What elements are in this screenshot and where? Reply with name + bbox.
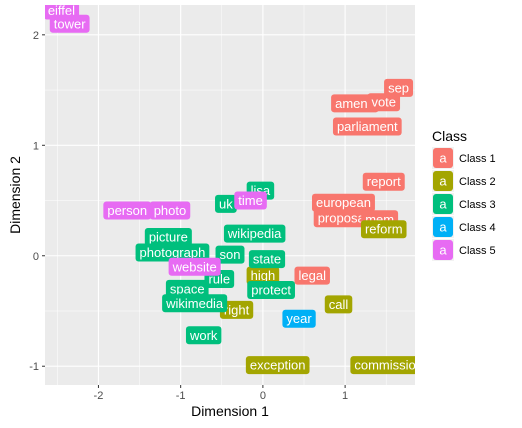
point-label: state	[249, 250, 285, 268]
point-label-text: reform	[365, 222, 403, 237]
point-label-text: son	[220, 247, 241, 262]
point-label-text: year	[286, 311, 312, 326]
point-label: call	[325, 295, 353, 313]
point-label-text: exception	[250, 358, 306, 373]
point-label-text: work	[189, 328, 218, 343]
point-label-text: photo	[154, 203, 187, 218]
point-label: year	[282, 310, 315, 328]
x-axis-title: Dimension 1	[191, 403, 269, 419]
point-label-text: space	[170, 281, 205, 296]
point-label-text: european	[316, 195, 371, 210]
legend-label: Class 3	[459, 199, 496, 211]
point-label-text: report	[367, 174, 401, 189]
legend-item: a Class 4	[432, 216, 496, 238]
point-label-text: legal	[298, 268, 326, 283]
point-label-text: right	[224, 302, 250, 317]
point-label: european	[312, 194, 375, 212]
point-label-text: protect	[251, 283, 291, 298]
point-label-text: high	[251, 268, 276, 283]
point-label-text: vote	[371, 95, 396, 110]
x-tick-label: -2	[94, 390, 104, 402]
legend-key-glyph: a	[439, 243, 447, 258]
legend-title: Class	[432, 128, 467, 144]
x-tick-label: 0	[260, 390, 266, 402]
legend: Class a Class 1a Class 2a Class 3a Class 4a C…	[432, 128, 496, 261]
point-label: parliament	[333, 118, 402, 136]
legend-label: Class 4	[459, 222, 496, 234]
point-label-text: person	[107, 203, 147, 218]
point-label-text: call	[329, 297, 349, 312]
point-label: person	[103, 201, 151, 219]
point-label-text: sep	[388, 80, 409, 95]
point-label: website	[169, 258, 221, 276]
point-label: wikipedia	[224, 225, 285, 243]
legend-item: a Class 1	[432, 147, 496, 169]
point-label-text: website	[172, 259, 217, 274]
y-tick-label: -1	[29, 361, 39, 373]
point-label-text: time	[238, 193, 263, 208]
x-axis-ticks: -2 -1 0 1	[94, 385, 349, 402]
y-axis-ticks: -1 0 1 2	[29, 30, 45, 373]
point-label: vote	[367, 93, 400, 111]
point-label: protect	[247, 281, 295, 299]
x-tick-label: 1	[342, 390, 348, 402]
point-label-text: parliament	[337, 119, 398, 134]
legend-item: a Class 3	[432, 193, 496, 215]
point-label: commission	[350, 356, 427, 374]
legend-item: a Class 2	[432, 170, 496, 192]
legend-key-glyph: a	[439, 197, 447, 212]
point-label: work	[186, 326, 221, 344]
legend-label: Class 1	[459, 153, 496, 165]
point-label: tower	[50, 15, 90, 33]
point-label-text: state	[253, 252, 281, 267]
point-label: exception	[246, 356, 310, 374]
point-label: reform	[361, 220, 407, 238]
point-label-text: uk	[219, 196, 233, 211]
point-label-text: tower	[54, 16, 86, 31]
y-tick-label: 1	[33, 140, 39, 152]
legend-label: Class 2	[459, 176, 496, 188]
x-tick-label: -1	[176, 390, 186, 402]
legend-key-glyph: a	[439, 151, 447, 166]
point-label-text: wikipedia	[227, 226, 282, 241]
point-label: wikimedia	[162, 294, 227, 312]
point-label-text: commission	[354, 358, 423, 373]
point-label: legal	[294, 267, 329, 285]
legend-item: a Class 5	[432, 239, 496, 261]
point-label: time	[234, 192, 267, 210]
legend-key-glyph: a	[439, 220, 447, 235]
y-tick-label: 0	[33, 251, 39, 263]
point-label-text: proposal	[318, 211, 368, 226]
point-label: report	[363, 173, 405, 191]
legend-key-glyph: a	[439, 174, 447, 189]
point-label-text: photograph	[140, 245, 206, 260]
y-axis-title: Dimension 2	[7, 156, 23, 234]
y-tick-label: 2	[33, 30, 39, 42]
legend-label: Class 5	[459, 245, 496, 257]
point-label: photo	[150, 201, 191, 219]
point-label: uk	[215, 195, 237, 213]
point-label-text: picture	[149, 229, 188, 244]
point-label-text: wikimedia	[165, 296, 224, 311]
point-label: picture	[145, 228, 192, 246]
